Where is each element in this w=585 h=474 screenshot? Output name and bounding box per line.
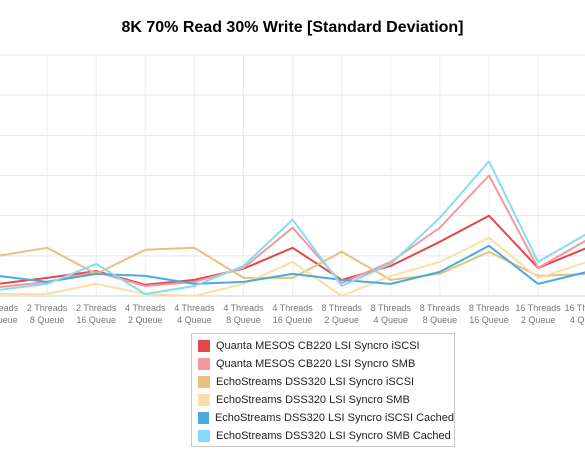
legend-label: Quanta MESOS CB220 LSI Syncro iSCSI — [216, 340, 420, 352]
legend-label: EchoStreams DSS320 LSI Syncro SMB — [216, 394, 410, 406]
legend-item[interactable]: EchoStreams DSS320 LSI Syncro iSCSI — [198, 373, 454, 391]
x-tick-label: 8 Threads 2 Queue — [322, 303, 363, 325]
grid-layer — [0, 54, 585, 297]
legend-label: EchoStreams DSS320 LSI Syncro iSCSI — [216, 376, 415, 388]
legend-swatch — [198, 358, 210, 370]
x-tick-label: 2 Threads 8 Queue — [27, 303, 68, 325]
legend-swatch — [198, 340, 210, 352]
legend-label: EchoStreams DSS320 LSI Syncro iSCSI Cach… — [214, 412, 454, 424]
legend-label: EchoStreams DSS320 LSI Syncro SMB Cached — [216, 430, 451, 442]
x-tick-label: 4 Threads 4 Queue — [174, 303, 215, 325]
x-tick-label: 4 Threads 16 Queue — [272, 303, 313, 325]
legend-item[interactable]: EchoStreams DSS320 LSI Syncro iSCSI Cach… — [198, 409, 454, 427]
legend-label: Quanta MESOS CB220 LSI Syncro SMB — [216, 358, 416, 370]
legend: Quanta MESOS CB220 LSI Syncro iSCSI Quant… — [191, 333, 455, 447]
x-tick-label: 2 Threads 16 Queue — [76, 303, 117, 325]
legend-swatch — [198, 394, 210, 406]
x-tick-label: 16 Threads 2 Queue — [515, 303, 561, 325]
series-line-6 — [0, 160, 585, 295]
series-layer — [0, 160, 585, 297]
legend-item[interactable]: Quanta MESOS CB220 LSI Syncro iSCSI — [198, 337, 454, 355]
x-tick-label: 8 Threads 8 Queue — [420, 303, 461, 325]
x-tick-label: 8 Threads 16 Queue — [469, 303, 510, 325]
series-line-4 — [0, 236, 585, 297]
legend-swatch — [198, 412, 209, 424]
series-line-2 — [0, 174, 585, 288]
legend-swatch — [198, 376, 210, 388]
legend-swatch — [198, 430, 210, 442]
x-tick-label: 4 Threads 2 Queue — [125, 303, 166, 325]
series-line-5 — [0, 244, 585, 285]
x-tick-label: 4 Threads 8 Queue — [223, 303, 264, 325]
x-tick-label: 8 Threads 4 Queue — [371, 303, 412, 325]
legend-item[interactable]: EchoStreams DSS320 LSI Syncro SMB Cached — [198, 427, 454, 445]
legend-item[interactable]: EchoStreams DSS320 LSI Syncro SMB — [198, 391, 454, 409]
legend-item[interactable]: Quanta MESOS CB220 LSI Syncro SMB — [198, 355, 454, 373]
chart-title: 8K 70% Read 30% Write [Standard Deviatio… — [121, 19, 464, 36]
